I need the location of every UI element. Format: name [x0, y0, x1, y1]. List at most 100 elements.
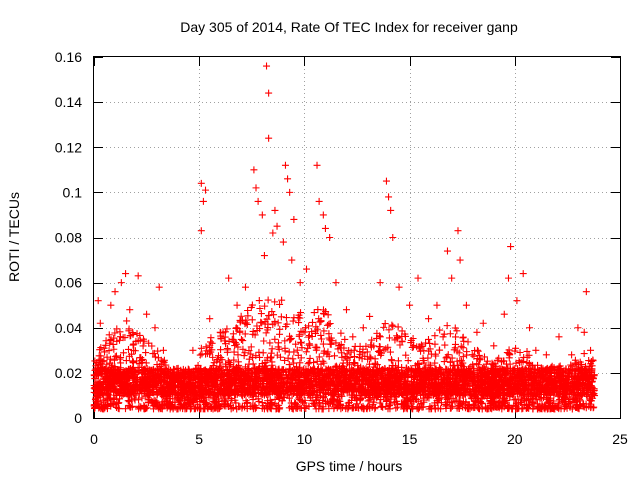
data-point	[376, 333, 384, 341]
data-point	[223, 325, 231, 333]
data-point	[305, 333, 313, 341]
data-point	[256, 353, 264, 361]
data-point	[512, 402, 520, 410]
data-point	[409, 390, 417, 398]
data-point	[230, 348, 238, 356]
data-point	[231, 339, 239, 347]
data-point	[474, 347, 482, 355]
data-point	[338, 349, 346, 357]
data-point	[230, 356, 238, 364]
y-tick-labels: 00.020.040.060.080.10.120.140.16	[55, 49, 82, 426]
data-point	[545, 402, 553, 410]
data-point	[407, 400, 415, 408]
data-point	[281, 356, 289, 364]
data-point	[359, 345, 367, 353]
data-point	[234, 343, 242, 351]
data-point	[245, 347, 253, 355]
data-point	[249, 354, 257, 362]
data-point	[309, 318, 317, 326]
data-point	[290, 348, 298, 356]
data-point	[278, 296, 286, 304]
data-point	[269, 321, 277, 329]
data-point	[229, 330, 237, 338]
x-tick-label: 5	[195, 431, 203, 447]
data-point	[111, 329, 119, 337]
data-point	[237, 335, 245, 343]
data-point	[237, 312, 245, 320]
x-tick-label: 10	[297, 431, 313, 447]
data-point	[469, 361, 477, 369]
data-point	[94, 400, 102, 408]
data-point	[375, 343, 383, 351]
data-point	[262, 329, 270, 337]
data-point	[388, 321, 396, 329]
data-point	[325, 330, 333, 338]
data-point	[325, 320, 333, 328]
data-point	[367, 354, 375, 362]
data-point	[289, 355, 297, 363]
data-point	[505, 349, 513, 357]
data-point	[443, 322, 451, 330]
y-tick-label: 0.02	[55, 365, 82, 381]
data-point	[239, 337, 247, 345]
data-point	[213, 357, 221, 365]
data-point	[371, 355, 379, 363]
data-point	[451, 324, 459, 332]
data-point	[271, 335, 279, 343]
data-point	[384, 343, 392, 351]
y-tick-label: 0.1	[63, 184, 83, 200]
y-tick-label: 0.04	[55, 320, 82, 336]
data-point	[151, 353, 159, 361]
y-tick-label: 0.14	[55, 94, 82, 110]
data-point	[247, 343, 255, 351]
data-point	[305, 322, 313, 330]
data-point	[110, 356, 118, 364]
data-point	[310, 309, 318, 317]
data-point	[221, 390, 229, 398]
data-point	[317, 331, 325, 339]
y-tick-label: 0.16	[55, 49, 82, 65]
data-point	[302, 348, 310, 356]
data-point	[261, 359, 269, 367]
data-point	[362, 342, 370, 350]
plot-area	[93, 56, 621, 419]
data-point	[337, 329, 345, 337]
data-point	[308, 332, 316, 340]
data-point	[351, 342, 359, 350]
data-point	[281, 347, 289, 355]
x-tick-label: 0	[90, 431, 98, 447]
data-point	[110, 345, 118, 353]
data-point	[113, 325, 121, 333]
data-point	[310, 359, 318, 367]
data-point	[441, 369, 449, 377]
data-point	[258, 399, 266, 407]
data-point	[217, 346, 225, 354]
data-point	[222, 360, 230, 368]
data-point	[255, 297, 263, 305]
data-point	[436, 326, 444, 334]
data-point	[424, 335, 432, 343]
x-tick-label: 20	[507, 431, 523, 447]
data-point	[332, 339, 340, 347]
data-point	[129, 341, 137, 349]
data-point	[276, 394, 284, 402]
data-point	[293, 346, 301, 354]
data-point	[370, 342, 378, 350]
data-point	[285, 404, 293, 412]
data-point	[431, 332, 439, 340]
data-point	[476, 355, 484, 363]
data-point	[276, 325, 284, 333]
x-tick-labels: 0 5 10 15 20 25	[90, 431, 628, 447]
data-point	[290, 359, 298, 367]
data-point	[298, 344, 306, 352]
data-point	[325, 352, 333, 360]
data-point	[133, 330, 141, 338]
x-tick-label: 15	[402, 431, 418, 447]
data-point	[452, 333, 460, 341]
data-point	[516, 349, 524, 356]
data-point	[232, 324, 240, 332]
data-point	[431, 359, 439, 367]
y-tick-label: 0.06	[55, 275, 82, 291]
data-point	[440, 358, 448, 366]
